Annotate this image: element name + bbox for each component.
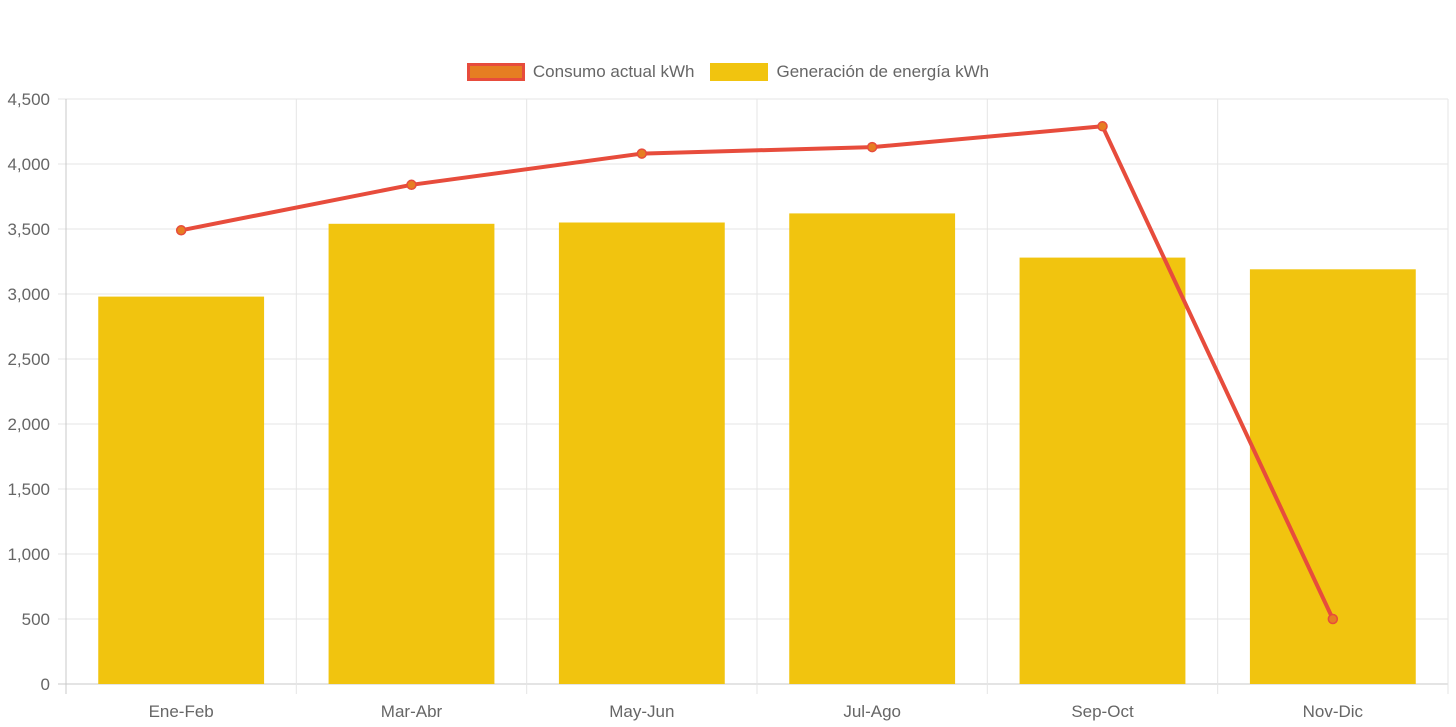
- point-consumo[interactable]: [636, 148, 648, 159]
- bar-generacion[interactable]: [558, 222, 725, 685]
- point-consumo[interactable]: [1097, 121, 1108, 132]
- bar-generacion[interactable]: [98, 296, 265, 684]
- x-tick-label: Mar-Abr: [381, 702, 443, 721]
- legend-item-generacion[interactable]: Generación de energía kWh: [710, 62, 989, 82]
- y-tick-label: 500: [22, 610, 50, 629]
- legend-label-consumo: Consumo actual kWh: [532, 62, 695, 81]
- y-tick-label: 1,500: [7, 480, 50, 499]
- y-tick-label: 3,000: [7, 285, 50, 304]
- bar-generacion[interactable]: [328, 223, 495, 685]
- legend-swatch-generacion: [710, 63, 769, 81]
- x-tick-label: May-Jun: [609, 702, 674, 721]
- y-tick-label: 4,000: [7, 155, 50, 174]
- x-tick-label: Sep-Oct: [1071, 702, 1134, 721]
- point-consumo[interactable]: [1327, 613, 1339, 625]
- bar-generacion[interactable]: [789, 213, 956, 684]
- legend: Consumo actual kWh Generación de energía…: [0, 62, 1456, 82]
- x-tick-label: Jul-Ago: [843, 702, 901, 721]
- legend-label-generacion: Generación de energía kWh: [776, 62, 990, 81]
- y-tick-label: 4,500: [7, 90, 50, 109]
- point-consumo[interactable]: [866, 141, 878, 153]
- point-consumo[interactable]: [406, 179, 417, 191]
- y-tick-label: 2,000: [7, 415, 50, 434]
- bar-generacion[interactable]: [1019, 257, 1186, 684]
- y-tick-label: 2,500: [7, 350, 50, 369]
- line-consumo: [180, 124, 1335, 620]
- x-tick-label: Ene-Feb: [149, 702, 214, 721]
- point-consumo[interactable]: [175, 225, 187, 236]
- y-tick-label: 0: [41, 675, 50, 694]
- y-tick-label: 3,500: [7, 220, 50, 239]
- legend-swatch-consumo: [466, 63, 525, 81]
- x-tick-label: Nov-Dic: [1303, 702, 1364, 721]
- y-tick-label: 1,000: [7, 545, 50, 564]
- legend-item-consumo[interactable]: Consumo actual kWh: [466, 62, 695, 82]
